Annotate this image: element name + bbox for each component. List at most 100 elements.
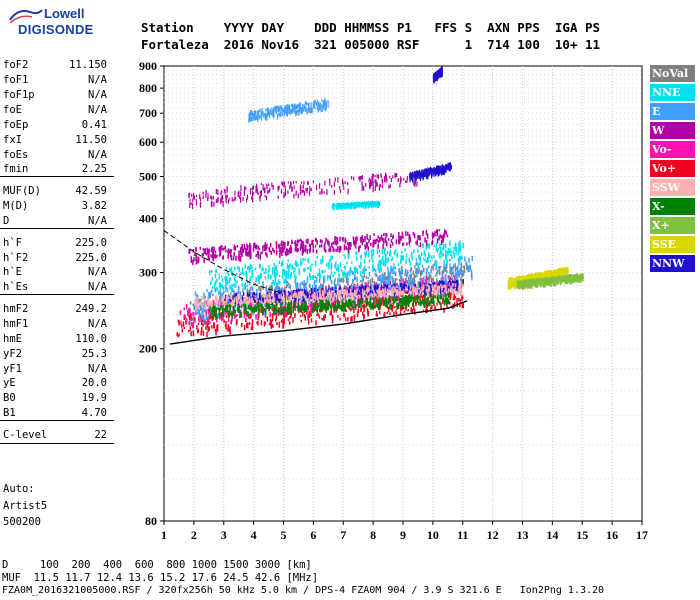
echo-point [188, 249, 191, 255]
echo-point [413, 275, 416, 278]
echo-point [435, 260, 438, 267]
echo-point [427, 260, 429, 264]
echo-point [404, 278, 407, 285]
echo-point [436, 296, 439, 302]
echo-point [452, 271, 455, 275]
echo-point [365, 250, 368, 256]
echo-point [330, 271, 333, 275]
echo-point [311, 296, 313, 299]
echo-point [266, 243, 268, 247]
echo-point [394, 249, 397, 254]
echo-point [372, 241, 374, 248]
echo-point [459, 298, 462, 304]
echo-point [257, 250, 260, 257]
param-row-fof1p: foF1p N/A [3, 88, 113, 102]
echo-point [265, 195, 268, 201]
echo-point [295, 263, 298, 267]
echo-point [369, 181, 372, 188]
echo-point [325, 306, 328, 310]
echo-point [418, 267, 420, 271]
param-name: M(D) [3, 200, 29, 212]
echo-point [362, 311, 364, 316]
echo-point [520, 281, 522, 286]
echo-point [248, 292, 251, 298]
echo-point [444, 294, 446, 298]
echo-point [238, 303, 241, 308]
echo-point [457, 242, 460, 245]
echo-point [277, 288, 280, 291]
echo-point [460, 287, 463, 294]
echo-point [361, 241, 364, 246]
echo-point [388, 289, 391, 294]
echo-point [442, 292, 445, 297]
echo-point [378, 283, 380, 286]
echo-point [256, 299, 258, 302]
echo-point [389, 280, 392, 285]
echo-point [379, 303, 381, 310]
echo-point [355, 251, 357, 255]
echo-point [335, 248, 337, 253]
echo-point [234, 292, 237, 296]
echo-point [462, 265, 465, 268]
echo-point [210, 269, 213, 273]
echo-point [205, 309, 208, 315]
echo-point [399, 176, 402, 182]
echo-point [353, 267, 356, 273]
echo-point [240, 323, 243, 328]
echo-point [360, 255, 362, 260]
echo-point [338, 268, 340, 272]
echo-point [292, 266, 295, 270]
echo-point [266, 184, 268, 190]
echo-point [196, 311, 199, 315]
echo-point [319, 307, 321, 313]
echo-point [251, 307, 254, 313]
echo-point [377, 295, 379, 300]
echo-point [321, 297, 323, 300]
echo-point [416, 181, 418, 187]
echo-point [289, 309, 292, 314]
echo-point [315, 302, 317, 306]
echo-point [229, 277, 232, 281]
echo-point [309, 276, 312, 281]
echo-point [197, 302, 199, 308]
echo-point [206, 289, 208, 292]
echo-point [508, 277, 510, 281]
echo-point [213, 322, 215, 326]
echo-point [459, 289, 461, 293]
echo-point [194, 300, 196, 306]
echo-point [330, 255, 332, 261]
echo-point [468, 265, 470, 269]
echo-point [188, 330, 190, 333]
echo-point [434, 231, 436, 237]
param-value: 19.9 [81, 392, 107, 404]
echo-point [363, 274, 365, 278]
echo-point [399, 293, 401, 297]
echo-point [374, 241, 376, 244]
echo-point [455, 266, 458, 271]
echo-point [207, 326, 209, 332]
echo-point [325, 298, 327, 303]
echo-point [273, 304, 275, 308]
param-value: 249.2 [75, 303, 107, 315]
echo-point [423, 276, 425, 281]
echo-point [389, 274, 391, 278]
echo-point [413, 233, 416, 239]
echo-point [319, 287, 321, 290]
echo-point [291, 289, 293, 293]
echo-point [410, 280, 413, 283]
echo-point [189, 315, 191, 319]
echo-point [373, 284, 375, 288]
echo-point [283, 278, 285, 284]
echo-point [418, 289, 421, 293]
echo-point [460, 255, 462, 261]
echo-point [455, 274, 457, 280]
echo-point [352, 283, 355, 289]
param-name: hmE [3, 333, 22, 345]
echo-point [212, 323, 215, 328]
echo-point [347, 281, 349, 286]
echo-point [378, 311, 381, 315]
echo-point [424, 278, 427, 285]
echo-point [356, 303, 358, 307]
echo-point [530, 282, 532, 286]
echo-point [398, 238, 400, 245]
